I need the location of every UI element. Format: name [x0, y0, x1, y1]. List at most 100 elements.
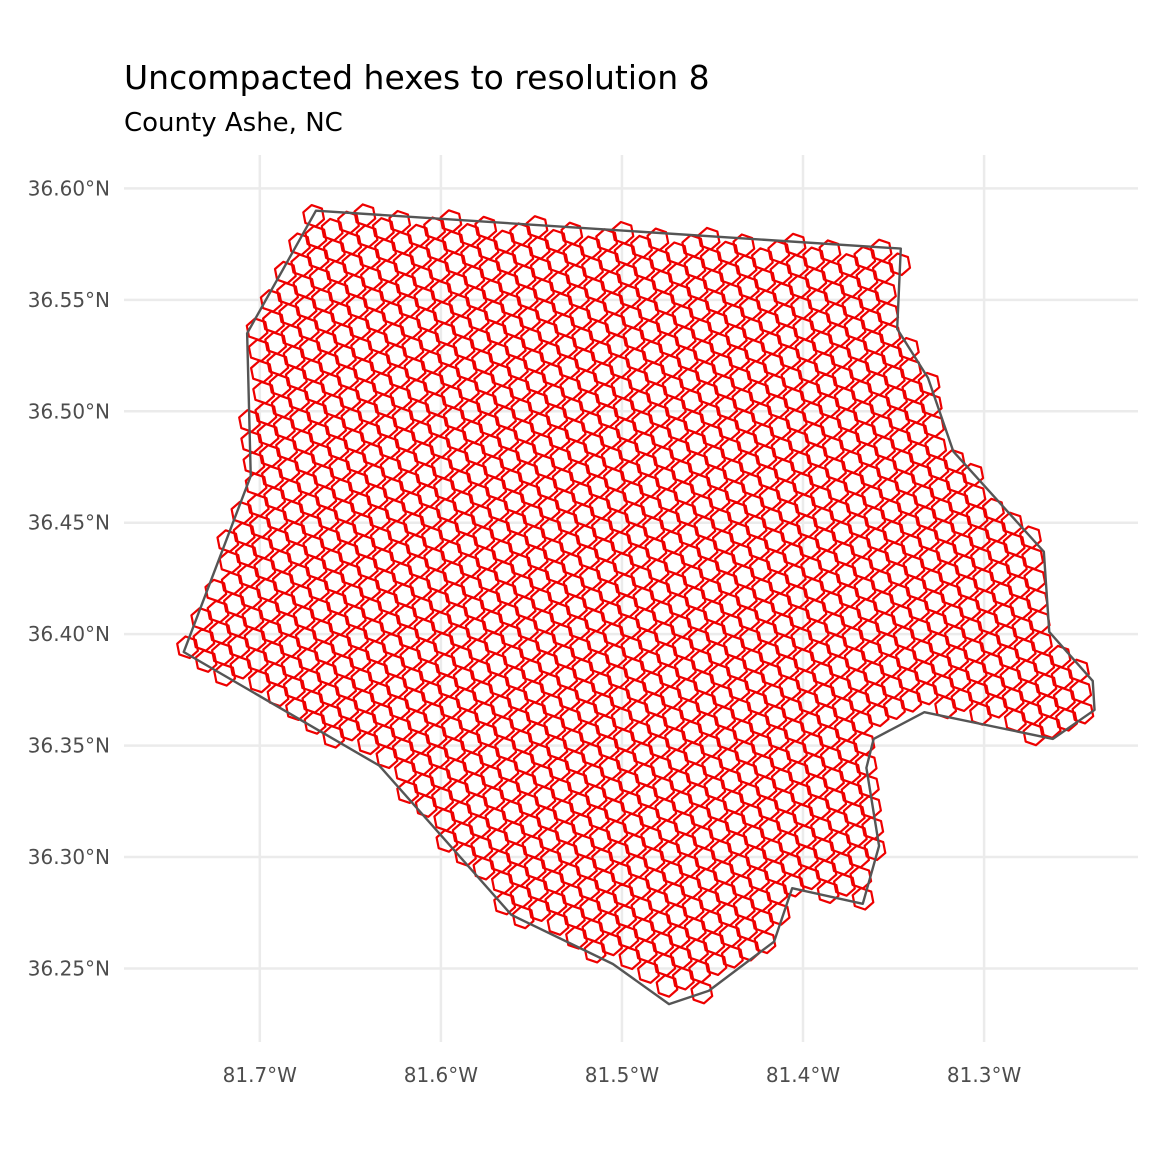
hex-cell: [842, 802, 866, 827]
hex-cell: [582, 763, 606, 788]
hex-cell: [856, 443, 880, 467]
hex-cell: [368, 682, 392, 706]
hex-cell: [768, 747, 792, 771]
hex-cell: [784, 739, 808, 764]
hex-cell: [524, 370, 548, 394]
hex-cell: [427, 589, 451, 614]
hex-cell: [779, 521, 803, 546]
hex-cell: [619, 791, 643, 816]
hex-cell: [429, 279, 453, 304]
hex-cell: [343, 273, 367, 298]
hex-cell: [902, 555, 926, 579]
hex-cell: [433, 477, 456, 501]
county-boundary: [182, 209, 1096, 1006]
hex-cell: [644, 868, 668, 893]
hex-cell: [679, 544, 703, 568]
hex-cell: [716, 902, 740, 927]
hex-cell: [484, 476, 508, 500]
hex-cell: [734, 585, 758, 610]
hex-cell: [626, 368, 650, 393]
hex-cell: [665, 572, 689, 597]
hex-cell: [368, 351, 392, 375]
hex-cell: [768, 416, 792, 440]
hex-cell: [320, 217, 344, 242]
hex-cell: [638, 650, 662, 674]
hex-cell: [426, 744, 450, 769]
map-subtitle: County Ashe, NC: [124, 108, 343, 138]
hex-cell: [539, 848, 563, 873]
hex-cell: [776, 655, 800, 680]
hex-cell: [508, 377, 532, 401]
hex-cell: [498, 778, 522, 803]
hex-cell: [955, 575, 979, 600]
hex-cell: [429, 610, 453, 635]
hex-cell: [693, 846, 717, 871]
hex-cell: [903, 400, 927, 424]
hex-cell: [535, 475, 559, 500]
hex-cell: [741, 648, 765, 673]
hex-cell: [925, 611, 949, 635]
hex-cell: [213, 663, 237, 687]
hex-cell: [730, 543, 754, 568]
hex-cell: [391, 407, 415, 431]
hex-cell: [594, 383, 618, 407]
hex-cell: [436, 343, 460, 367]
hex-cell: [638, 319, 662, 343]
hex-cell: [790, 296, 814, 320]
hex-cell: [230, 500, 254, 525]
hex-cell: [378, 611, 402, 636]
hex-cell: [656, 819, 680, 843]
hex-cell: [816, 880, 840, 905]
hex-cell: [386, 519, 410, 544]
hex-cell: [582, 432, 606, 457]
hex-cell: [980, 652, 1004, 677]
hex-cell: [433, 808, 457, 832]
hex-cell: [887, 407, 911, 432]
hex-cell: [324, 415, 347, 439]
hex-cell: [558, 531, 582, 556]
hex-cell: [808, 640, 832, 665]
hex-cell: [330, 478, 354, 502]
hex-cell: [637, 474, 661, 498]
hex-cell: [422, 702, 446, 727]
hex-cell: [917, 371, 941, 396]
hex-cell: [375, 414, 399, 438]
hex-cell: [953, 554, 977, 579]
hex-cell: [684, 762, 708, 787]
hex-cell: [431, 786, 454, 811]
hex-cell: [876, 632, 900, 657]
hex-cell: [194, 649, 218, 673]
hex-cell: [692, 339, 716, 364]
hex-cell: [882, 365, 906, 389]
hex-cell: [677, 522, 700, 547]
hex-cell: [540, 693, 564, 718]
hex-cell: [389, 717, 413, 741]
hex-cell: [586, 805, 610, 830]
hex-cell: [809, 486, 833, 510]
hex-cell: [1004, 553, 1028, 578]
hex-cell: [678, 699, 702, 723]
hex-cell: [1015, 659, 1039, 683]
hex-cell: [535, 806, 559, 831]
hex-cell: [657, 333, 681, 357]
hex-cell: [614, 418, 638, 442]
hex-cell: [608, 354, 632, 379]
hex-cell: [517, 306, 541, 331]
hex-cell: [820, 591, 844, 616]
hex-cell: [311, 619, 334, 644]
hex-cell: [626, 854, 649, 879]
hex-cell: [736, 275, 760, 300]
hex-cell: [408, 399, 431, 424]
hex-cell: [675, 346, 699, 371]
hex-cell: [807, 464, 831, 489]
hex-cell: [792, 317, 816, 341]
hex-cell: [423, 216, 446, 241]
hex-cell: [634, 608, 658, 632]
hex-cell: [913, 660, 937, 685]
hex-cell: [992, 603, 1016, 627]
hex-cell: [818, 570, 842, 595]
hex-cell: [748, 557, 772, 581]
hex-cell: [546, 912, 570, 936]
hex-cell: [447, 779, 471, 804]
hex-cell: [494, 405, 517, 430]
